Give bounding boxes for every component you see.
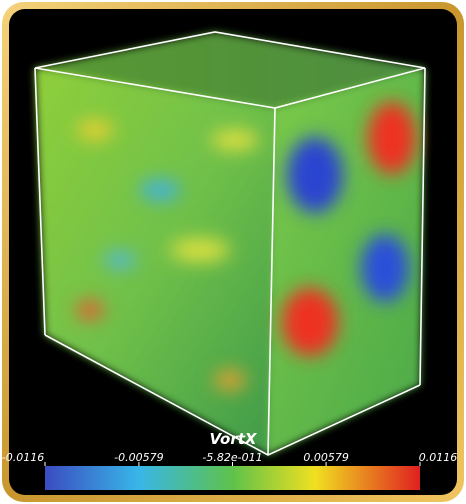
colorbar-tick-label: 0.00579 xyxy=(303,451,349,464)
colorbar-title: VortX xyxy=(210,430,258,448)
colorbar-tick-label: -0.00579 xyxy=(114,451,163,464)
colorbar xyxy=(45,466,420,490)
vortex-blobs xyxy=(76,102,416,390)
colorbar-tick-label: 0.0116 xyxy=(419,451,458,464)
cube-wireframe xyxy=(34,31,426,456)
colorbar-tick-label: -5.82e-011 xyxy=(202,451,262,464)
colorbar-tick-label: -0.0116 xyxy=(2,451,44,464)
